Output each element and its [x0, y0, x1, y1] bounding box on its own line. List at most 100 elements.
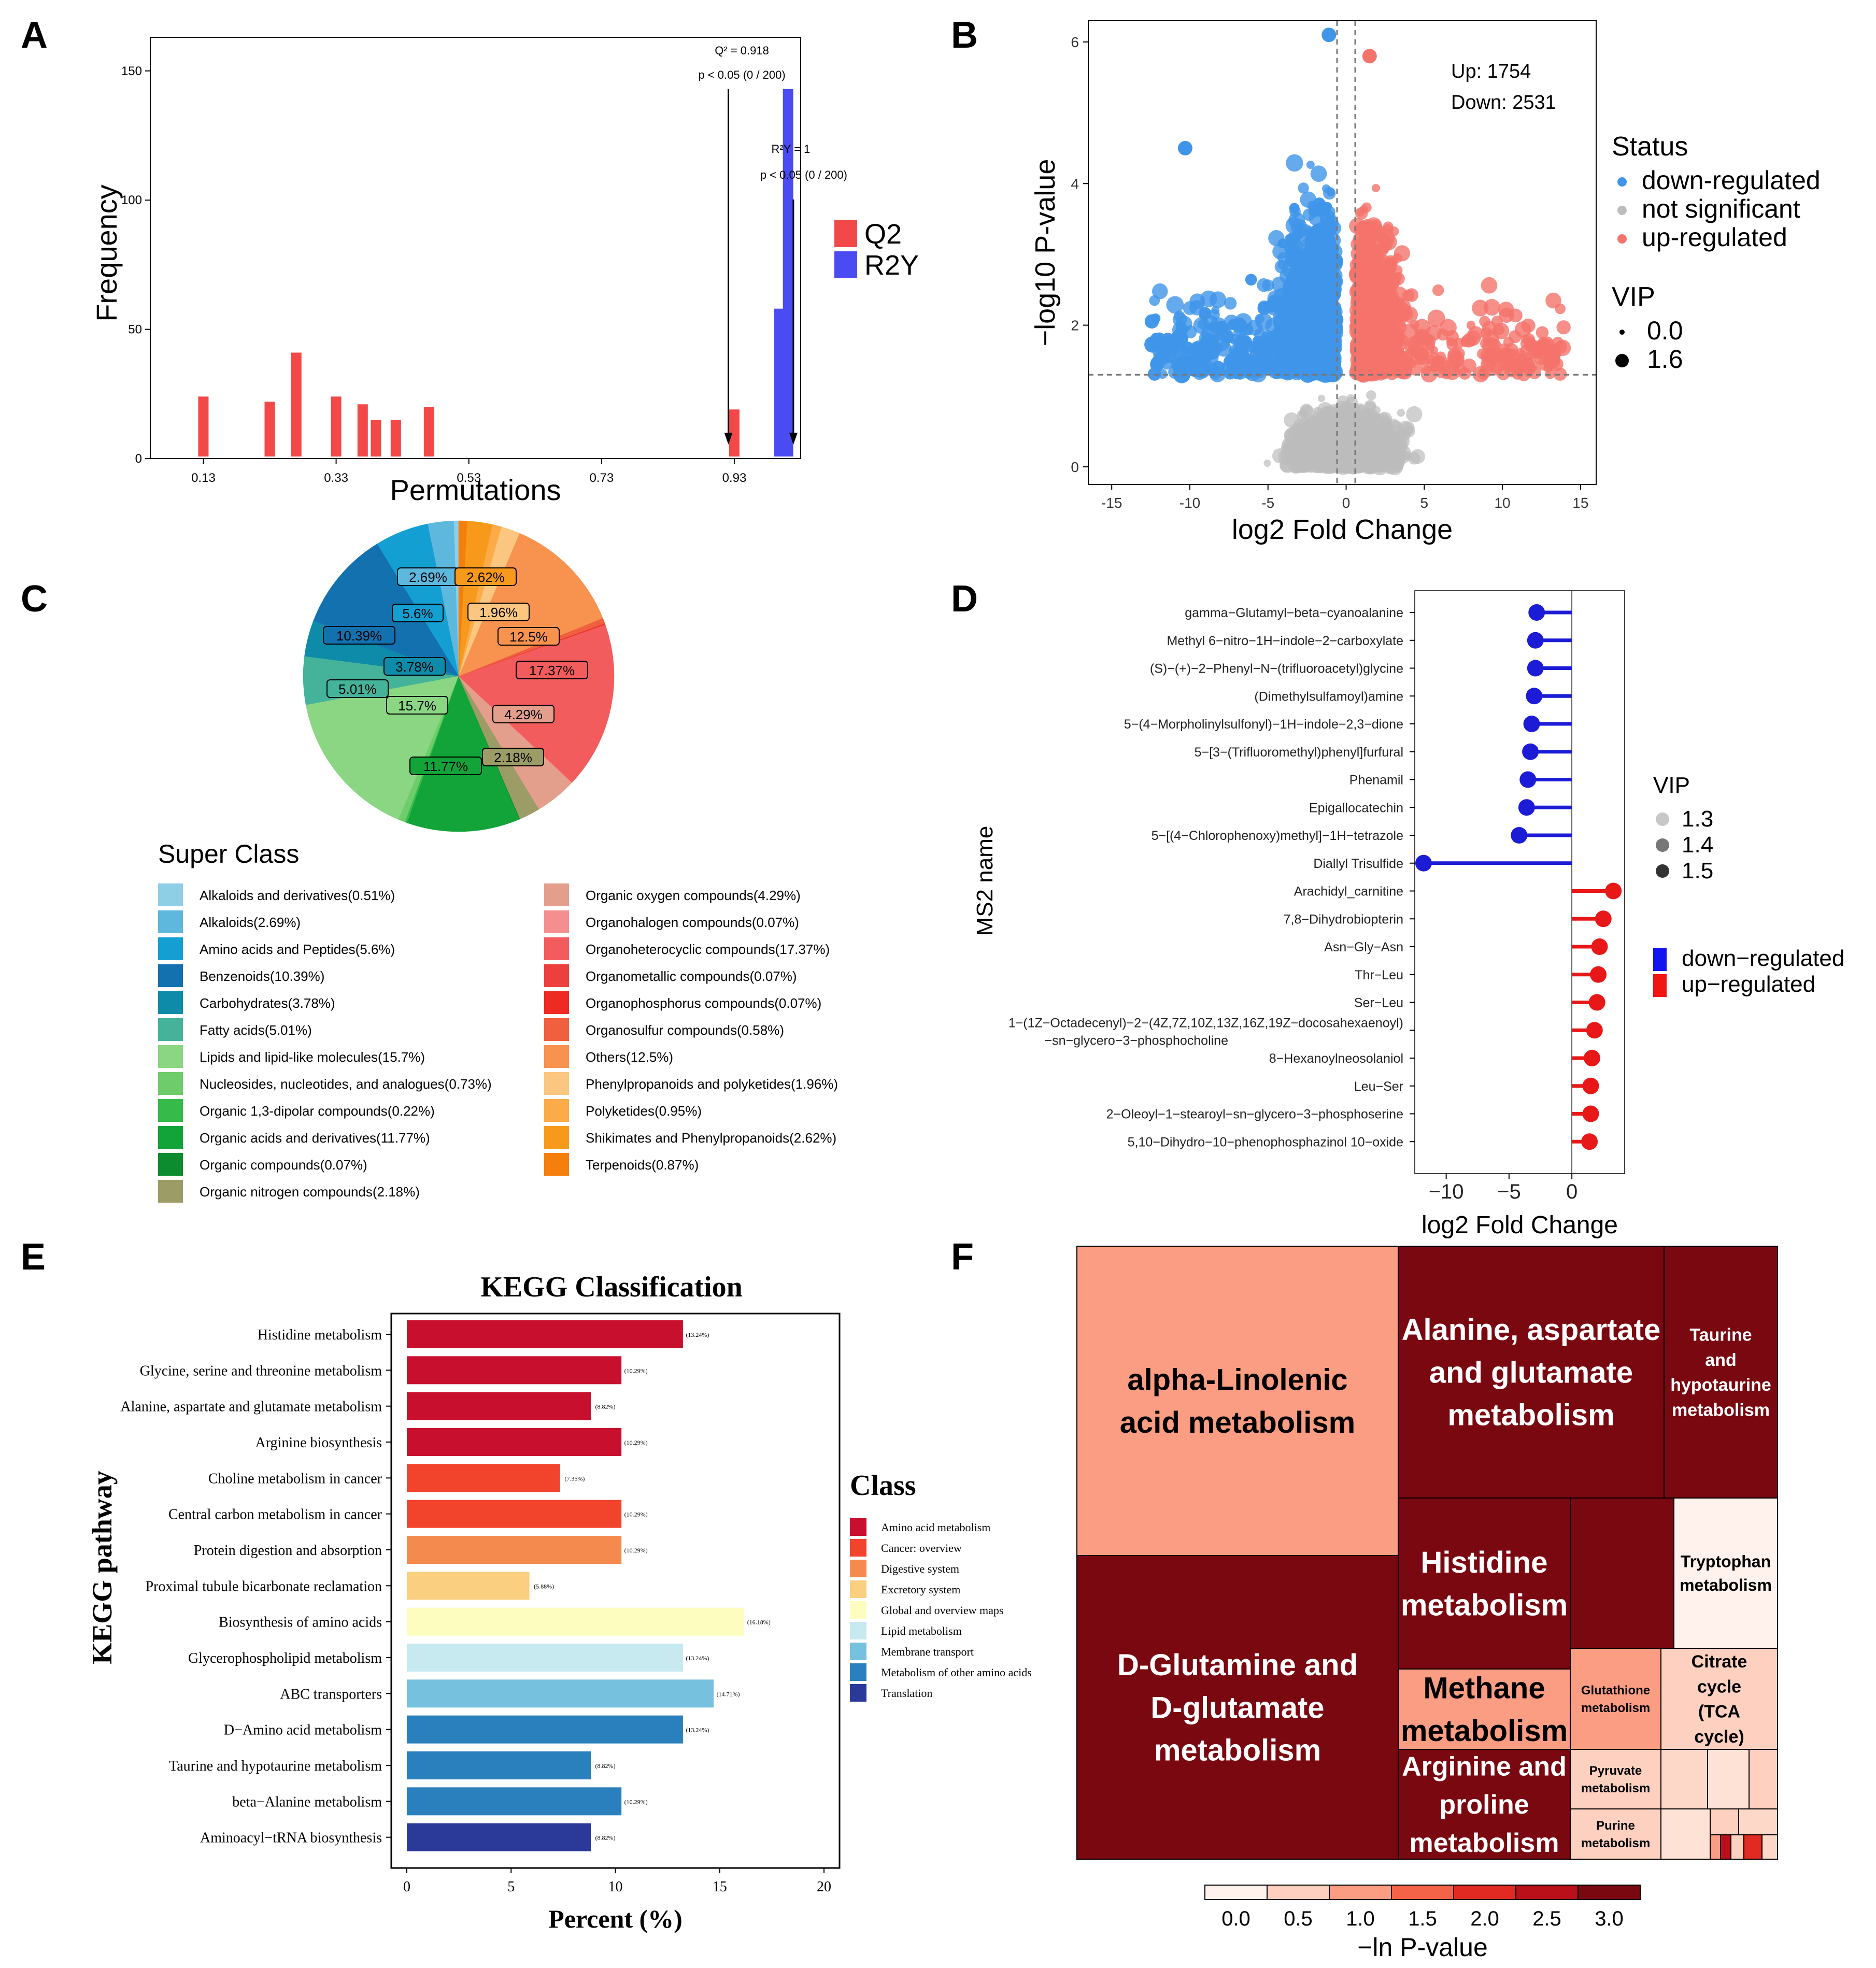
- item-label: (S)−(+)−2−Phenyl−N−(trifluoroacetyl)glyc…: [1150, 662, 1403, 676]
- up-point: [1386, 334, 1398, 346]
- kegg-bar: [407, 1823, 591, 1851]
- lollipop-dot: [1527, 632, 1544, 649]
- legend-status-label: not significant: [1642, 194, 1800, 223]
- treemap-small-tile: [1710, 1808, 1739, 1835]
- item-label: Leu−Ser: [1354, 1079, 1403, 1094]
- tile-label: Purine: [1596, 1819, 1635, 1833]
- kegg-bar: [407, 1356, 622, 1385]
- legend-key: [850, 1601, 866, 1619]
- up-point: [1355, 333, 1369, 347]
- pie-tag: 1.96%: [479, 605, 518, 620]
- up-point: [1427, 309, 1445, 327]
- tile-label: Pyruvate: [1589, 1764, 1642, 1778]
- bar-value-label: (8.82%): [595, 1762, 616, 1770]
- legend-label: Organic compounds(0.07%): [200, 1157, 367, 1173]
- up-point: [1369, 323, 1380, 334]
- q2-annotation: Q² = 0.918: [715, 44, 769, 57]
- legend-key: [544, 1126, 569, 1149]
- legend-key: [158, 1072, 183, 1095]
- ns-point: [1374, 412, 1391, 430]
- legend-key: [544, 910, 569, 933]
- down-point: [1193, 317, 1210, 334]
- treemap-small-tile: [1743, 1834, 1763, 1860]
- legend-label: Metabolism of other amino acids: [881, 1666, 1032, 1679]
- legend-label: Organoheterocyclic compounds(17.37%): [586, 942, 830, 957]
- tile-label: metabolism: [1581, 1701, 1650, 1715]
- colorbar-swatch: [1453, 1885, 1516, 1900]
- legend-key: [850, 1518, 866, 1536]
- ns-point: [1397, 408, 1405, 417]
- legend-key: [158, 883, 183, 906]
- y-tick-label: 0: [1071, 459, 1079, 475]
- legend-key: [850, 1663, 866, 1681]
- x-tick-label: 0.13: [191, 471, 216, 485]
- up-point: [1400, 350, 1409, 360]
- vip-legend-label: 1.5: [1682, 858, 1713, 883]
- y-tick-label: 150: [121, 64, 142, 78]
- panel-e: KEGG Classification (13.24%) Histidine met…: [87, 1271, 1032, 1933]
- down-point: [1231, 317, 1247, 333]
- down-point: [1285, 252, 1301, 268]
- bar-value-label: (10.29%): [624, 1367, 648, 1374]
- lollipop-dot: [1590, 966, 1607, 983]
- tile-label: (TCA: [1698, 1702, 1740, 1722]
- tile-label: cycle): [1694, 1727, 1744, 1747]
- down-point: [1210, 361, 1226, 376]
- pie-tag: 15.7%: [398, 698, 436, 714]
- legend-key: [158, 1153, 183, 1176]
- pie-tag: 2.18%: [494, 750, 532, 765]
- up-point: [1417, 330, 1427, 340]
- tile-label: cycle: [1697, 1677, 1741, 1696]
- colorbar-title: −ln P-value: [1357, 1933, 1488, 1962]
- tile-label: metabolism: [1672, 1400, 1770, 1420]
- q2-arrowhead: [724, 433, 733, 445]
- ns-point: [1333, 431, 1350, 448]
- treemap-small-tile: [1738, 1808, 1778, 1835]
- up-point: [1553, 367, 1567, 381]
- up-point: [1372, 183, 1381, 192]
- up-point: [1536, 326, 1549, 339]
- up-point: [1392, 253, 1402, 263]
- colorbar-swatch: [1515, 1885, 1579, 1900]
- ns-point: [1328, 456, 1337, 464]
- ns-point: [1368, 430, 1380, 441]
- up-point: [1523, 362, 1534, 374]
- pie-tag-box: [467, 603, 530, 621]
- tile-label: metabolism: [1581, 1781, 1650, 1795]
- up-point: [1376, 231, 1390, 245]
- up-point: [1520, 334, 1530, 344]
- legend-label: Nucleosides, nucleotides, and analogues(…: [200, 1076, 492, 1092]
- pathway-label: Choline metabolism in cancer: [208, 1471, 382, 1487]
- treemap-small-tile: [1710, 1834, 1721, 1860]
- treemap-small-tile: [1761, 1834, 1778, 1860]
- up-point: [1356, 299, 1370, 313]
- up-point: [1361, 252, 1374, 266]
- pathway-label: D−Amino acid metabolism: [224, 1722, 382, 1738]
- q2-bar: [264, 402, 275, 457]
- legend-label: Carbohydrates(3.78%): [200, 995, 335, 1011]
- ns-point: [1297, 410, 1307, 421]
- up-point: [1386, 277, 1400, 290]
- kegg-bar: [407, 1607, 745, 1636]
- down-point: [1310, 165, 1327, 182]
- up-point: [1360, 283, 1373, 296]
- legend-key: [850, 1539, 866, 1557]
- down-point: [1300, 191, 1317, 208]
- bar-value-label: (14.71%): [717, 1690, 740, 1698]
- bar-value-label: (13.24%): [686, 1331, 709, 1338]
- pie-tag: 11.77%: [423, 759, 468, 774]
- tile-label: Glutathione: [1581, 1684, 1650, 1698]
- treemap-tile: [1398, 1749, 1571, 1860]
- x-axis-title: log2 Fold Change: [1232, 514, 1453, 545]
- plot-frame: [1414, 590, 1625, 1174]
- down-point: [1282, 280, 1299, 297]
- down-point: [1303, 249, 1314, 260]
- x-tick-label: 0.53: [457, 471, 481, 485]
- ns-point: [1290, 459, 1303, 473]
- up-point: [1543, 363, 1553, 373]
- pathway-label: Central carbon metabolism in cancer: [168, 1507, 382, 1523]
- legend-vip-dot: [1619, 330, 1625, 335]
- pathway-label: Protein digestion and absorption: [194, 1543, 382, 1559]
- colorbar-tick-label: 0.0: [1221, 1907, 1250, 1930]
- bar-value-label: (5.88%): [534, 1582, 554, 1590]
